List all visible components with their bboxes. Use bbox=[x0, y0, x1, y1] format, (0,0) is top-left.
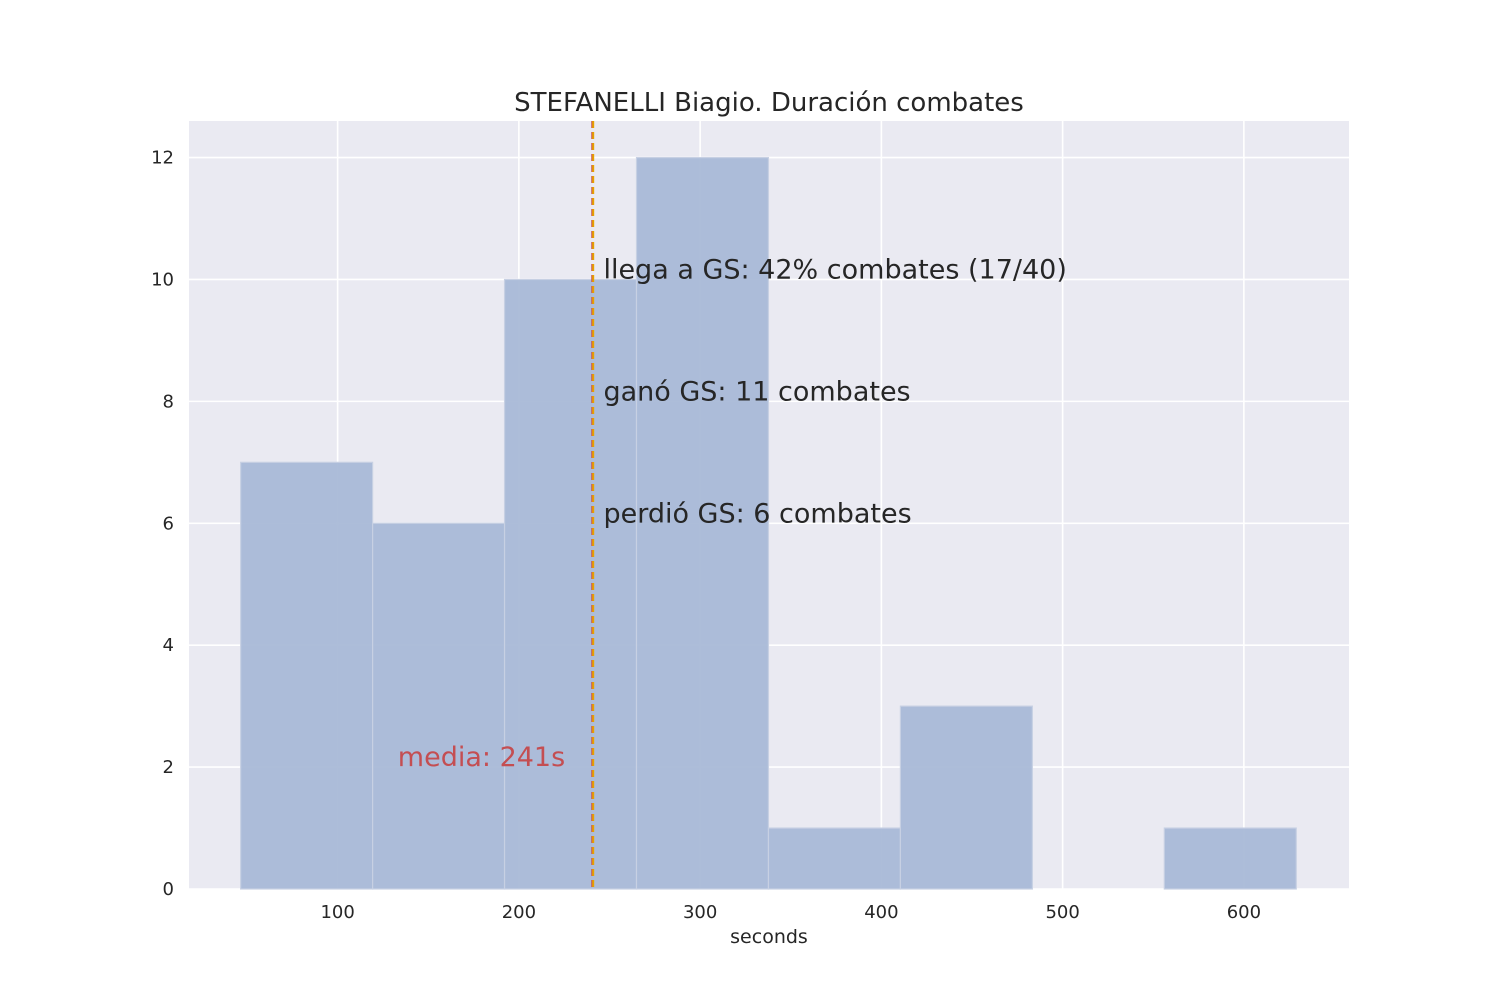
x-tick-label: 400 bbox=[864, 902, 898, 923]
x-tick-label: 500 bbox=[1045, 902, 1079, 923]
reference-lines bbox=[591, 121, 595, 889]
mean-label: media: 241s bbox=[398, 742, 565, 773]
histogram-bar bbox=[240, 461, 374, 890]
y-tick-label: 6 bbox=[163, 513, 174, 534]
y-tick-label: 8 bbox=[163, 391, 174, 412]
histogram-bar bbox=[372, 522, 506, 890]
y-tick-label: 12 bbox=[151, 148, 174, 169]
histogram-bar bbox=[899, 705, 1033, 890]
chart-title: STEFANELLI Biagio. Duración combates bbox=[514, 88, 1024, 118]
annotation-text: llega a GS: 42% combates (17/40) bbox=[603, 254, 1066, 285]
tick-labels: 100 200 300 400 500 600 0 2 4 6 8 10 12 bbox=[151, 148, 1261, 923]
histogram-bar bbox=[1163, 827, 1297, 890]
x-tick-label: 200 bbox=[502, 902, 536, 923]
x-tick-label: 600 bbox=[1227, 902, 1261, 923]
annotations: llega a GS: 42% combates (17/40) ganó GS:… bbox=[398, 254, 1067, 773]
y-tick-label: 10 bbox=[151, 269, 174, 290]
annotation-text: ganó GS: 11 combates bbox=[603, 376, 910, 407]
annotation-text: perdió GS: 6 combates bbox=[603, 498, 911, 529]
x-tick-label: 300 bbox=[683, 902, 717, 923]
histogram-bar bbox=[635, 156, 770, 890]
y-tick-label: 0 bbox=[163, 879, 174, 900]
y-tick-label: 4 bbox=[163, 635, 174, 656]
x-axis-label: seconds bbox=[730, 926, 808, 948]
histogram-bar bbox=[503, 278, 638, 890]
histogram-bars bbox=[240, 156, 1297, 890]
x-tick-label: 100 bbox=[320, 902, 354, 923]
y-tick-label: 2 bbox=[163, 757, 174, 778]
histogram-bar bbox=[767, 827, 902, 890]
